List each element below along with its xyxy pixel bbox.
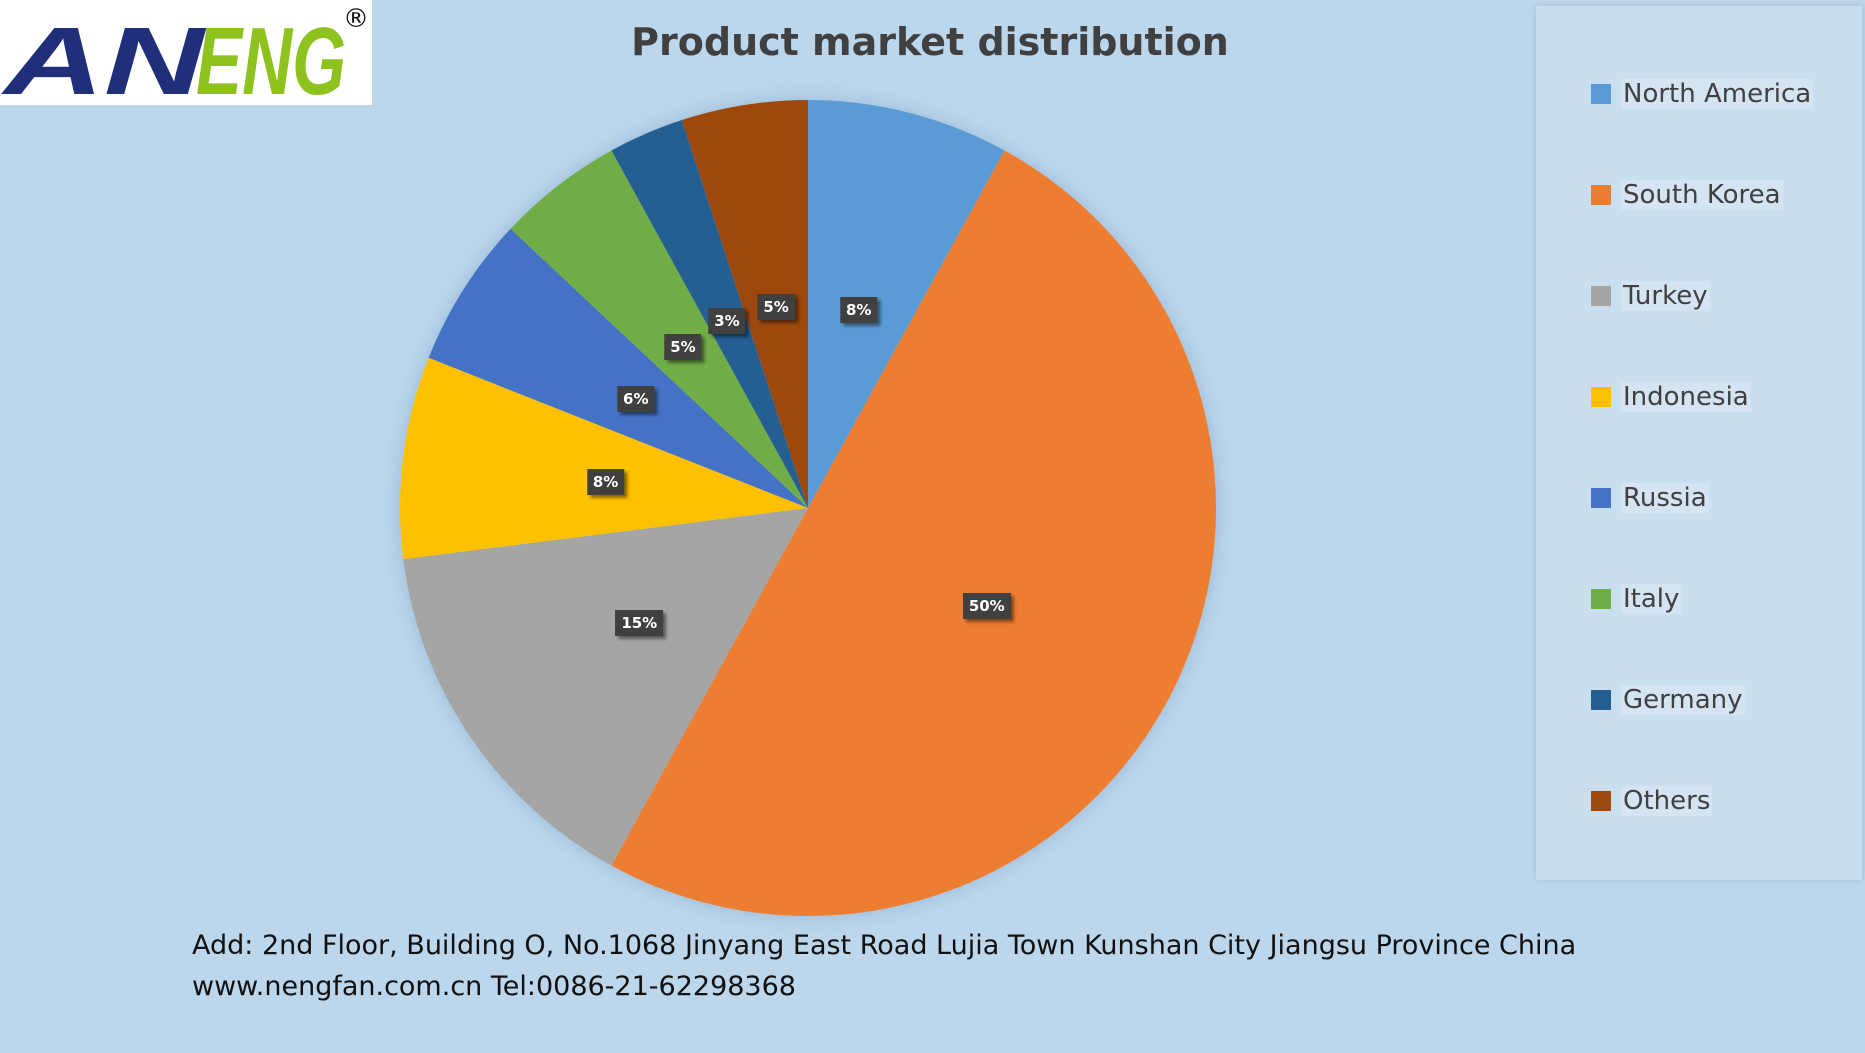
- pie-slice-others: [681, 100, 808, 508]
- svg-text:®: ®: [343, 4, 369, 34]
- pie-slice-turkey: [403, 508, 808, 866]
- legend-item-others: Others: [1591, 783, 1713, 819]
- data-label-germany: 3%: [708, 307, 746, 334]
- legend-label: South Korea: [1621, 180, 1783, 210]
- legend-label: Others: [1621, 786, 1713, 816]
- legend-swatch: [1591, 690, 1611, 710]
- legend-item-indonesia: Indonesia: [1591, 379, 1751, 415]
- legend-swatch: [1591, 387, 1611, 407]
- footer-address: Add: 2nd Floor, Building O, No.1068 Jiny…: [192, 930, 1577, 961]
- legend-item-russia: Russia: [1591, 480, 1709, 516]
- legend-swatch: [1591, 589, 1611, 609]
- legend-swatch: [1591, 488, 1611, 508]
- svg-text:AN: AN: [1, 8, 206, 105]
- legend-label: Germany: [1621, 685, 1745, 715]
- legend-swatch: [1591, 84, 1611, 104]
- legend-label: Turkey: [1621, 281, 1710, 311]
- aneng-logo: AN ENG ®: [0, 0, 372, 105]
- pie-slice-north-america: [808, 100, 1005, 508]
- legend-item-south-korea: South Korea: [1591, 177, 1783, 213]
- pie-slice-indonesia: [400, 357, 808, 560]
- data-label-italy: 5%: [664, 333, 702, 360]
- chart-title: Product market distribution: [631, 20, 1229, 64]
- footer-contact: www.nengfan.com.cn Tel:0086-21-62298368: [192, 971, 796, 1002]
- legend-label: Indonesia: [1621, 382, 1751, 412]
- svg-text:ENG: ENG: [196, 8, 346, 105]
- legend-label: Russia: [1621, 483, 1709, 513]
- data-label-indonesia: 8%: [586, 469, 625, 496]
- data-label-turkey: 15%: [615, 609, 664, 636]
- legend-swatch: [1591, 185, 1611, 205]
- pie-slice-south-korea: [611, 150, 1216, 917]
- pie-slice-italy: [510, 150, 808, 509]
- legend-item-germany: Germany: [1591, 682, 1745, 718]
- legend-item-turkey: Turkey: [1591, 278, 1710, 314]
- legend-item-italy: Italy: [1591, 581, 1682, 617]
- legend-swatch: [1591, 286, 1611, 306]
- data-label-russia: 6%: [617, 385, 655, 412]
- legend-item-north-america: North America: [1591, 76, 1814, 112]
- data-label-others: 5%: [757, 293, 795, 320]
- data-label-south-korea: 50%: [962, 593, 1011, 620]
- legend-label: North America: [1621, 79, 1814, 109]
- data-label-north-america: 8%: [839, 297, 878, 324]
- legend-swatch: [1591, 791, 1611, 811]
- pie-slice-russia: [428, 228, 808, 509]
- legend-label: Italy: [1621, 584, 1682, 614]
- chart-legend: North America South Korea Turkey Indonesia R…: [1536, 6, 1862, 880]
